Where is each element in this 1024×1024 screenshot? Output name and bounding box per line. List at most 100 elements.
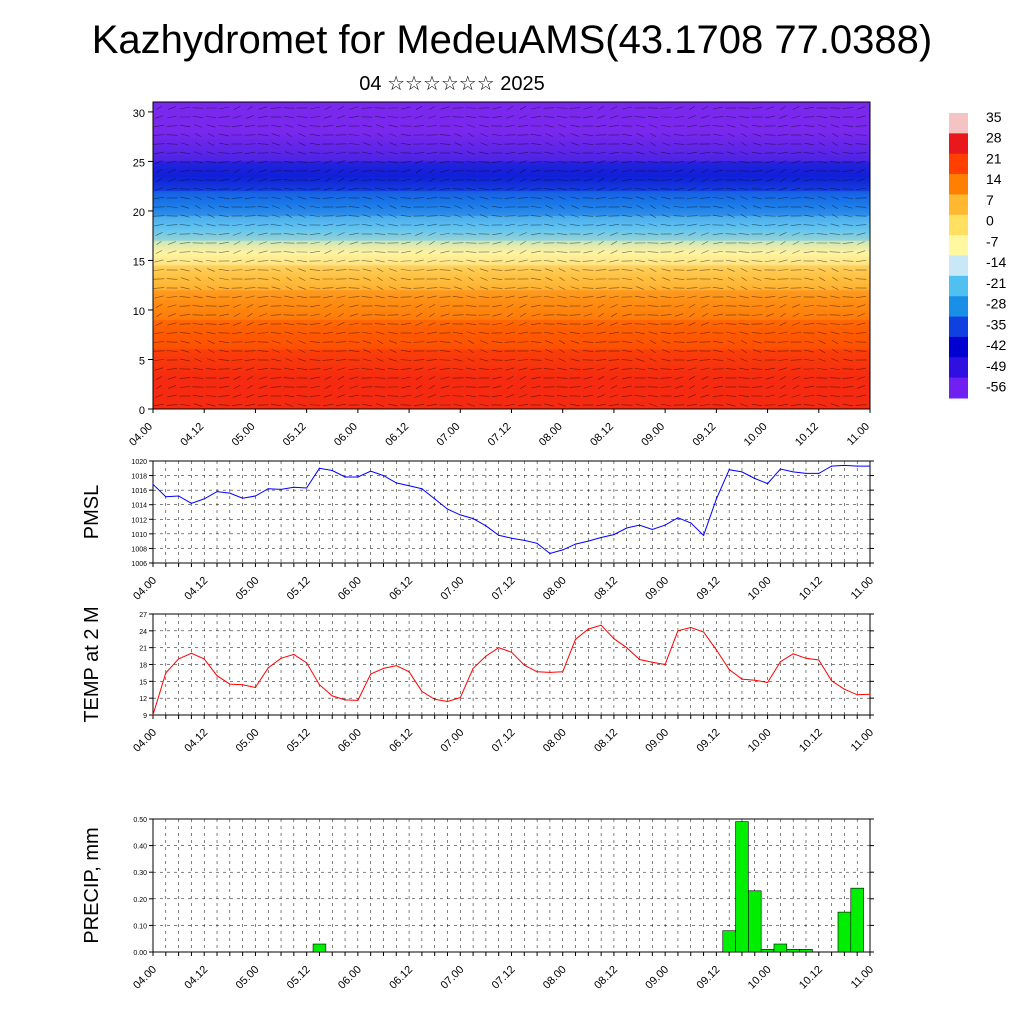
wind-barb — [777, 134, 789, 136]
wind-barb — [803, 376, 815, 380]
colorbar-label-2: 21 — [986, 150, 1002, 166]
wind-barb — [166, 296, 178, 298]
wind-barb — [610, 385, 618, 389]
wind-barb — [310, 241, 320, 245]
wind-barb — [635, 223, 645, 227]
wind-barb — [595, 403, 607, 407]
wind-barb — [660, 377, 672, 379]
wind-barb — [271, 277, 281, 281]
wind-barb — [179, 179, 191, 181]
wind-barb — [324, 178, 332, 182]
wind-barb — [517, 403, 529, 407]
wind-barb — [246, 178, 254, 182]
wind-barb — [179, 403, 191, 407]
wind-barb — [415, 232, 423, 236]
wind-barb — [842, 260, 854, 262]
wind-barb — [363, 277, 371, 281]
heatmap-xtick-label-5: 06.12 — [383, 421, 411, 449]
wind-barb — [400, 116, 412, 118]
wind-barb — [465, 377, 477, 379]
wind-barb — [740, 268, 748, 272]
wind-barb — [636, 205, 644, 209]
wind-barb — [506, 232, 514, 236]
wind-barb — [323, 394, 333, 398]
wind-barb — [622, 376, 632, 380]
wind-barb — [258, 313, 268, 317]
heatmap-ytick-label-2: 10 — [133, 306, 145, 318]
wind-barb — [569, 368, 581, 370]
wind-barb — [583, 232, 593, 236]
wind-barb — [608, 287, 620, 289]
wind-barb — [270, 386, 282, 388]
wind-barb — [727, 214, 735, 218]
temp-point-22 — [434, 698, 436, 700]
wind-barb — [712, 152, 724, 154]
wind-barb — [505, 115, 515, 119]
wind-barb — [791, 367, 801, 371]
wind-barb — [257, 224, 269, 226]
wind-barb — [439, 394, 451, 398]
wind-barb — [738, 395, 750, 397]
wind-barb — [233, 241, 241, 245]
wind-barb — [155, 232, 163, 236]
wind-barb — [233, 385, 241, 389]
wind-barb — [803, 233, 815, 235]
wind-barb — [387, 259, 399, 263]
wind-barb — [232, 232, 242, 236]
wind-barb — [544, 358, 554, 362]
wind-barb — [349, 376, 359, 380]
wind-barb — [388, 403, 398, 407]
wind-barb — [284, 331, 294, 335]
wind-barb — [310, 205, 320, 209]
wind-barb — [298, 268, 306, 272]
wind-barb — [440, 250, 450, 254]
wind-barb — [270, 260, 282, 262]
wind-barb — [179, 332, 191, 334]
wind-barb — [439, 215, 451, 217]
wind-barb — [725, 233, 737, 235]
wind-barb — [569, 386, 581, 388]
wind-barb — [595, 124, 607, 128]
wind-barb — [400, 215, 412, 217]
wind-barb — [179, 242, 191, 244]
wind-barb — [377, 133, 383, 137]
wind-barb — [556, 160, 568, 164]
wind-barb — [310, 277, 320, 281]
wind-barb — [610, 106, 618, 110]
wind-barb — [389, 133, 397, 137]
wind-barb — [518, 115, 528, 119]
wind-barb — [492, 178, 502, 182]
wind-barb — [712, 214, 724, 218]
wind-barb — [480, 205, 488, 209]
wind-barb — [700, 115, 710, 119]
wind-barb — [219, 277, 229, 281]
heatmap-ytick-label-4: 20 — [133, 207, 145, 219]
wind-barb — [429, 169, 435, 173]
wind-barb — [582, 134, 594, 136]
wind-barb — [739, 295, 749, 299]
wind-barb — [296, 233, 308, 235]
wind-barb — [195, 133, 201, 137]
wind-barb — [610, 313, 618, 317]
wind-barb — [530, 188, 542, 190]
wind-barb — [583, 250, 593, 254]
wind-barb — [674, 250, 684, 254]
temp-point-21 — [421, 690, 423, 693]
wind-barb — [453, 124, 463, 128]
pmsl-point-33 — [574, 543, 577, 545]
wind-barb — [439, 206, 451, 208]
temp-point-48 — [766, 681, 769, 684]
wind-barb — [727, 133, 735, 137]
wind-barb — [791, 232, 801, 236]
wind-barb — [582, 278, 594, 280]
precip-bar-7 — [799, 949, 813, 953]
wind-barb — [741, 348, 747, 354]
pmsl-point-20 — [408, 485, 410, 487]
wind-barb — [582, 350, 594, 352]
temp-point-31 — [549, 671, 551, 673]
wind-barb — [362, 124, 372, 128]
wind-barb — [218, 286, 230, 290]
wind-barb — [504, 215, 516, 217]
wind-barb — [218, 269, 230, 271]
wind-barb — [687, 259, 697, 263]
